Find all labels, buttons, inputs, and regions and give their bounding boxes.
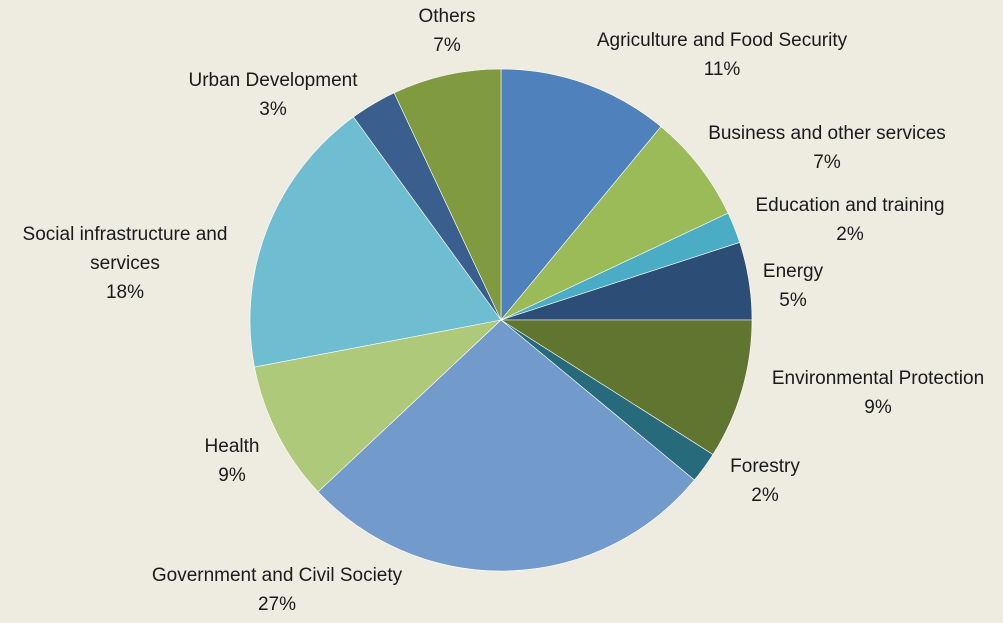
slice-label-urban-development: Urban Development 3% [189,70,359,120]
slice-value-label: 27% [258,594,296,615]
slice-label-social-infrastructure-and-services: Social infrastructure and services 18% [23,224,228,303]
slice-label-health: Health 9% [205,436,260,486]
pie-slices [249,68,753,572]
slice-category-label: Education and training [755,195,944,216]
slice-category-label: Others [418,6,475,27]
slice-label-environmental-protection: Environmental Protection 9% [772,368,984,418]
slice-category-label: Government and Civil Society [152,565,403,586]
slice-category-label: Agriculture and Food Security [597,30,848,51]
pie-slice-environmental-protection [499,319,753,455]
pie-labels: Agriculture and Food Security 11% Business… [23,6,985,615]
pie-slice-government-and-civil-society [317,319,695,572]
slice-label-agriculture-and-food-security: Agriculture and Food Security 11% [597,30,848,80]
pie-slice-social-infrastructure-and-services [249,116,502,368]
slice-value-label: 2% [751,485,779,506]
slice-value-label: 2% [836,224,864,245]
slice-category-label: services [90,253,160,274]
slice-value-label: 9% [218,465,246,486]
slice-value-label: 3% [259,99,287,120]
slice-value-label: 18% [106,282,144,303]
slice-label-others: Others 7% [418,6,475,56]
slice-value-label: 7% [813,152,841,173]
pie-slice-agriculture-and-food-security [500,68,662,321]
slice-label-government-and-civil-society: Government and Civil Society 27% [152,565,403,615]
slice-category-label: Business and other services [708,123,946,144]
slice-category-label: Health [205,436,260,457]
pie-slice-others [393,68,502,321]
slice-label-energy: Energy 5% [763,261,824,311]
slice-value-label: 7% [433,35,461,56]
slice-label-forestry: Forestry 2% [730,456,800,506]
pie-slice-business-and-other-services [500,126,729,321]
slice-value-label: 11% [704,59,741,80]
slice-value-label: 9% [864,397,892,418]
slice-category-label: Social infrastructure and [23,224,228,245]
slice-category-label: Forestry [730,456,800,477]
slice-value-label: 5% [779,290,807,311]
slice-category-label: Energy [763,261,824,282]
slice-label-education-and-training: Education and training 2% [755,195,944,245]
slice-category-label: Environmental Protection [772,368,984,389]
slice-category-label: Urban Development [189,70,359,91]
slice-label-business-and-other-services: Business and other services 7% [708,123,946,173]
pie-slice-health [254,319,502,493]
